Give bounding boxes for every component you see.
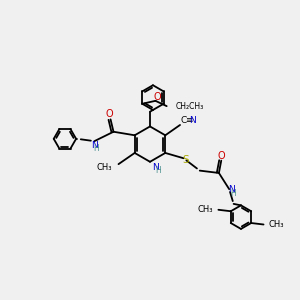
Text: N: N (152, 163, 159, 172)
Text: H: H (94, 144, 99, 153)
Text: O: O (218, 151, 225, 160)
Text: CH₃: CH₃ (198, 205, 213, 214)
Text: N: N (228, 185, 235, 194)
Text: N: N (189, 116, 196, 125)
Text: H: H (155, 166, 161, 175)
Text: CH₃: CH₃ (269, 220, 284, 229)
Text: S: S (183, 155, 189, 165)
Text: C: C (180, 116, 187, 125)
Text: N: N (91, 141, 98, 150)
Text: ≡: ≡ (184, 116, 192, 125)
Text: O: O (153, 92, 161, 102)
Text: H: H (230, 189, 236, 198)
Text: CH₂CH₃: CH₂CH₃ (176, 102, 204, 111)
Text: CH₃: CH₃ (97, 163, 112, 172)
Text: O: O (105, 109, 113, 119)
